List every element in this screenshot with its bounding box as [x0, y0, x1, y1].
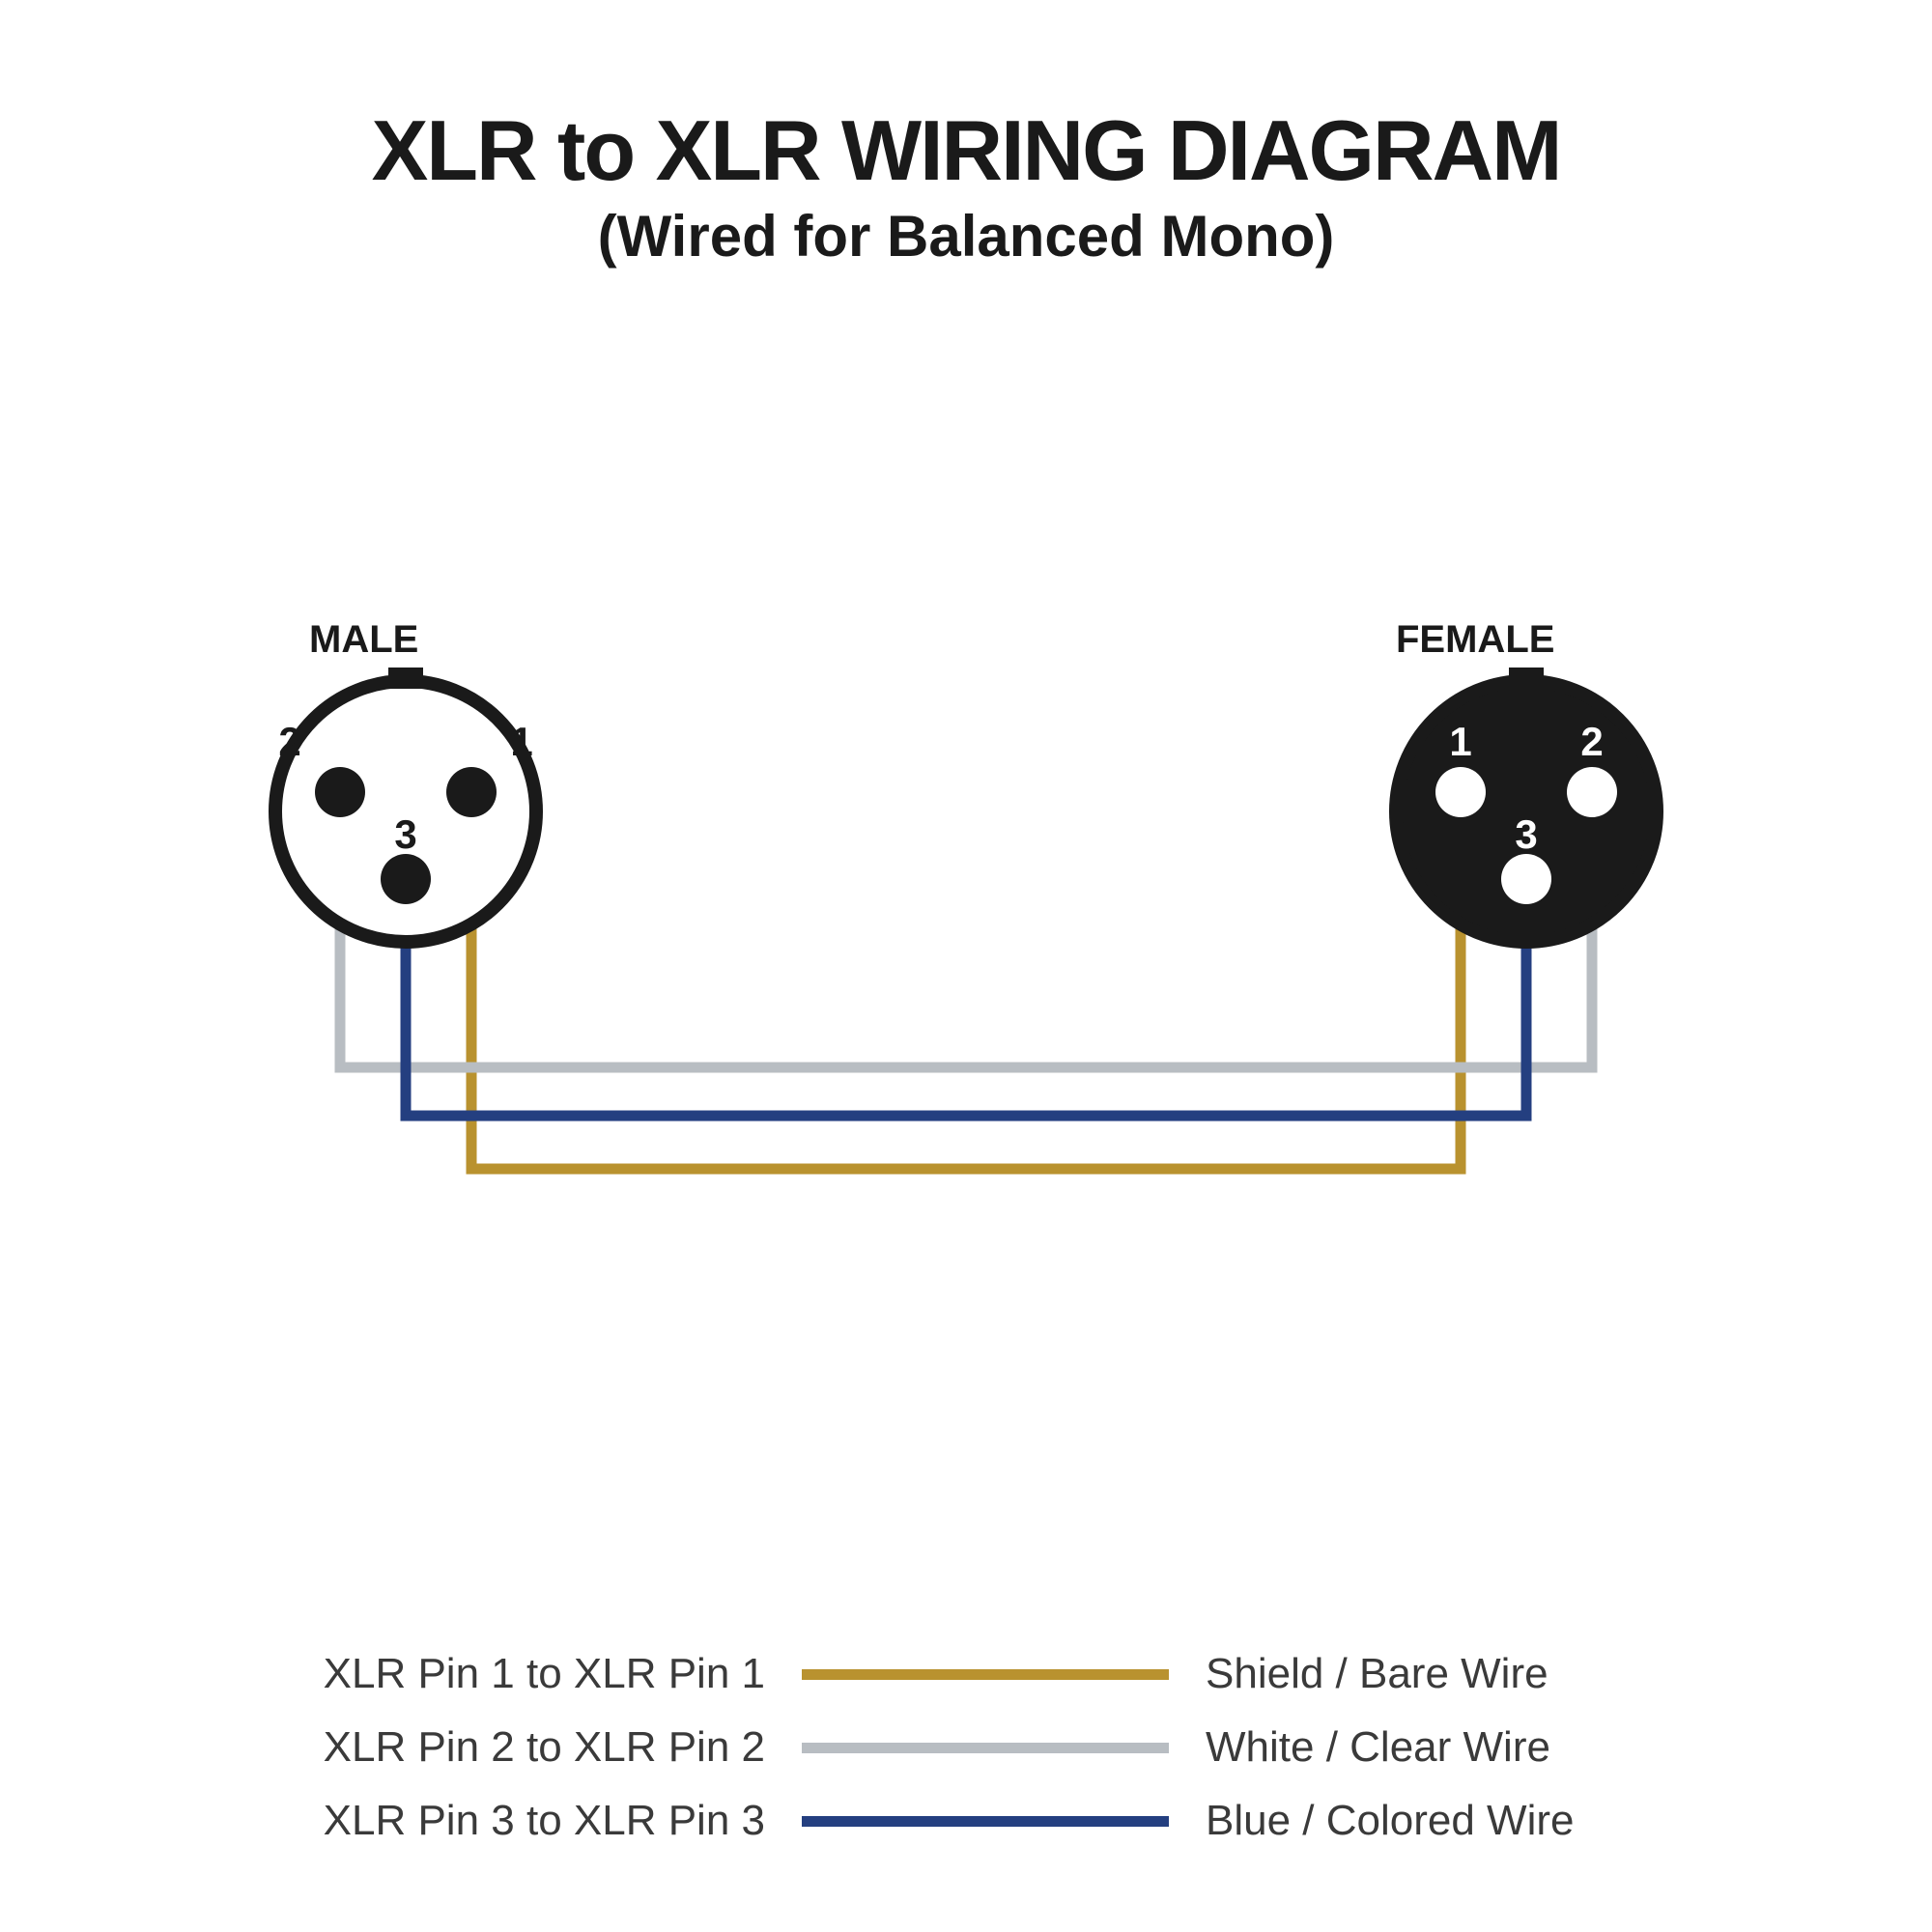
male-pin-label-3: 3 [394, 811, 416, 857]
legend-line-3 [802, 1816, 1169, 1827]
male-pin-label-2: 2 [278, 719, 300, 764]
female-pin-2 [1567, 767, 1617, 817]
legend-row-3: XLR Pin 3 to XLR Pin 3 Blue / Colored Wir… [0, 1789, 1932, 1853]
legend-row-2: XLR Pin 2 to XLR Pin 2 White / Clear Wire [0, 1716, 1932, 1779]
legend-line-1 [802, 1669, 1169, 1680]
male-pin-3 [381, 854, 431, 904]
male-connector-key [388, 668, 423, 689]
legend-right-2: White / Clear Wire [1206, 1723, 1708, 1772]
female-pin-3 [1501, 854, 1551, 904]
legend-right-3: Blue / Colored Wire [1206, 1797, 1708, 1845]
legend-row-1: XLR Pin 1 to XLR Pin 1 Shield / Bare Wire [0, 1642, 1932, 1706]
legend-left-3: XLR Pin 3 to XLR Pin 3 [224, 1797, 765, 1845]
female-pin-label-2: 2 [1580, 719, 1603, 764]
legend-left-2: XLR Pin 2 to XLR Pin 2 [224, 1723, 765, 1772]
male-pin-2 [315, 767, 365, 817]
legend-line-2 [802, 1743, 1169, 1753]
page-canvas: XLR to XLR WIRING DIAGRAM (Wired for Bal… [0, 0, 1932, 1932]
female-pin-1 [1435, 767, 1486, 817]
male-pin-1 [446, 767, 497, 817]
legend-right-1: Shield / Bare Wire [1206, 1650, 1708, 1698]
female-connector-key [1509, 668, 1544, 689]
wire-pin3-blue [406, 879, 1526, 1116]
female-pin-label-1: 1 [1449, 719, 1471, 764]
legend: XLR Pin 1 to XLR Pin 1 Shield / Bare Wire… [0, 1642, 1932, 1862]
male-pin-label-1: 1 [510, 719, 532, 764]
legend-left-1: XLR Pin 1 to XLR Pin 1 [224, 1650, 765, 1698]
female-pin-label-3: 3 [1515, 811, 1537, 857]
